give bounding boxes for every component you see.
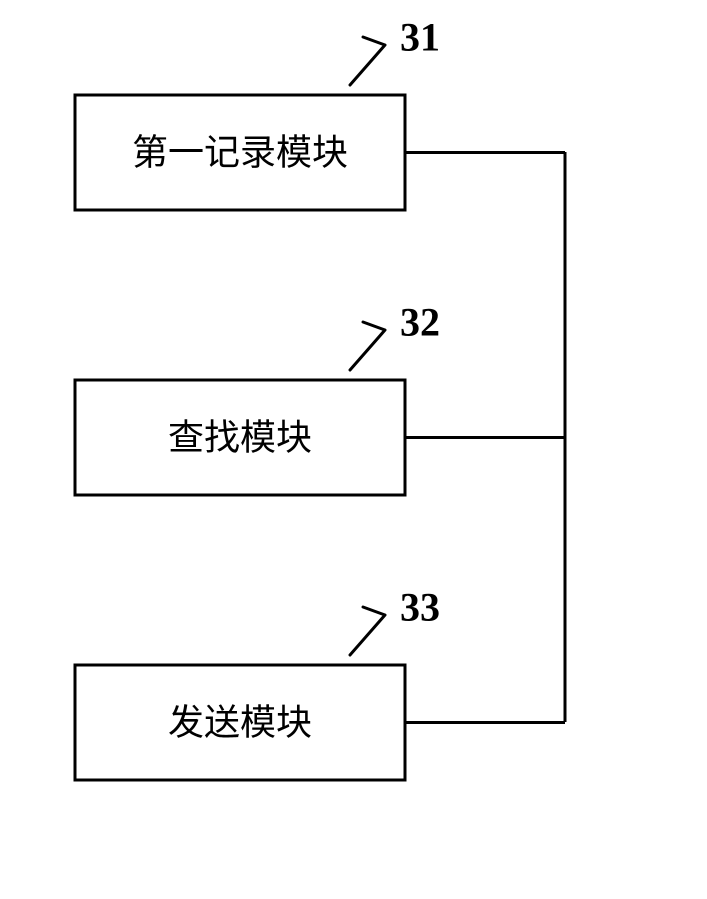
reference-number: 32 xyxy=(400,300,440,345)
reference-number: 33 xyxy=(400,585,440,630)
reference-flag xyxy=(350,607,385,655)
module-label: 第一记录模块 xyxy=(132,133,348,173)
module-label: 发送模块 xyxy=(168,703,312,743)
reference-flag xyxy=(350,322,385,370)
reference-flag xyxy=(350,37,385,85)
module-label: 查找模块 xyxy=(168,418,312,458)
block-diagram: 第一记录模块 31 查找模块 32 发送模块 33 xyxy=(0,0,707,899)
reference-number: 31 xyxy=(400,15,440,60)
